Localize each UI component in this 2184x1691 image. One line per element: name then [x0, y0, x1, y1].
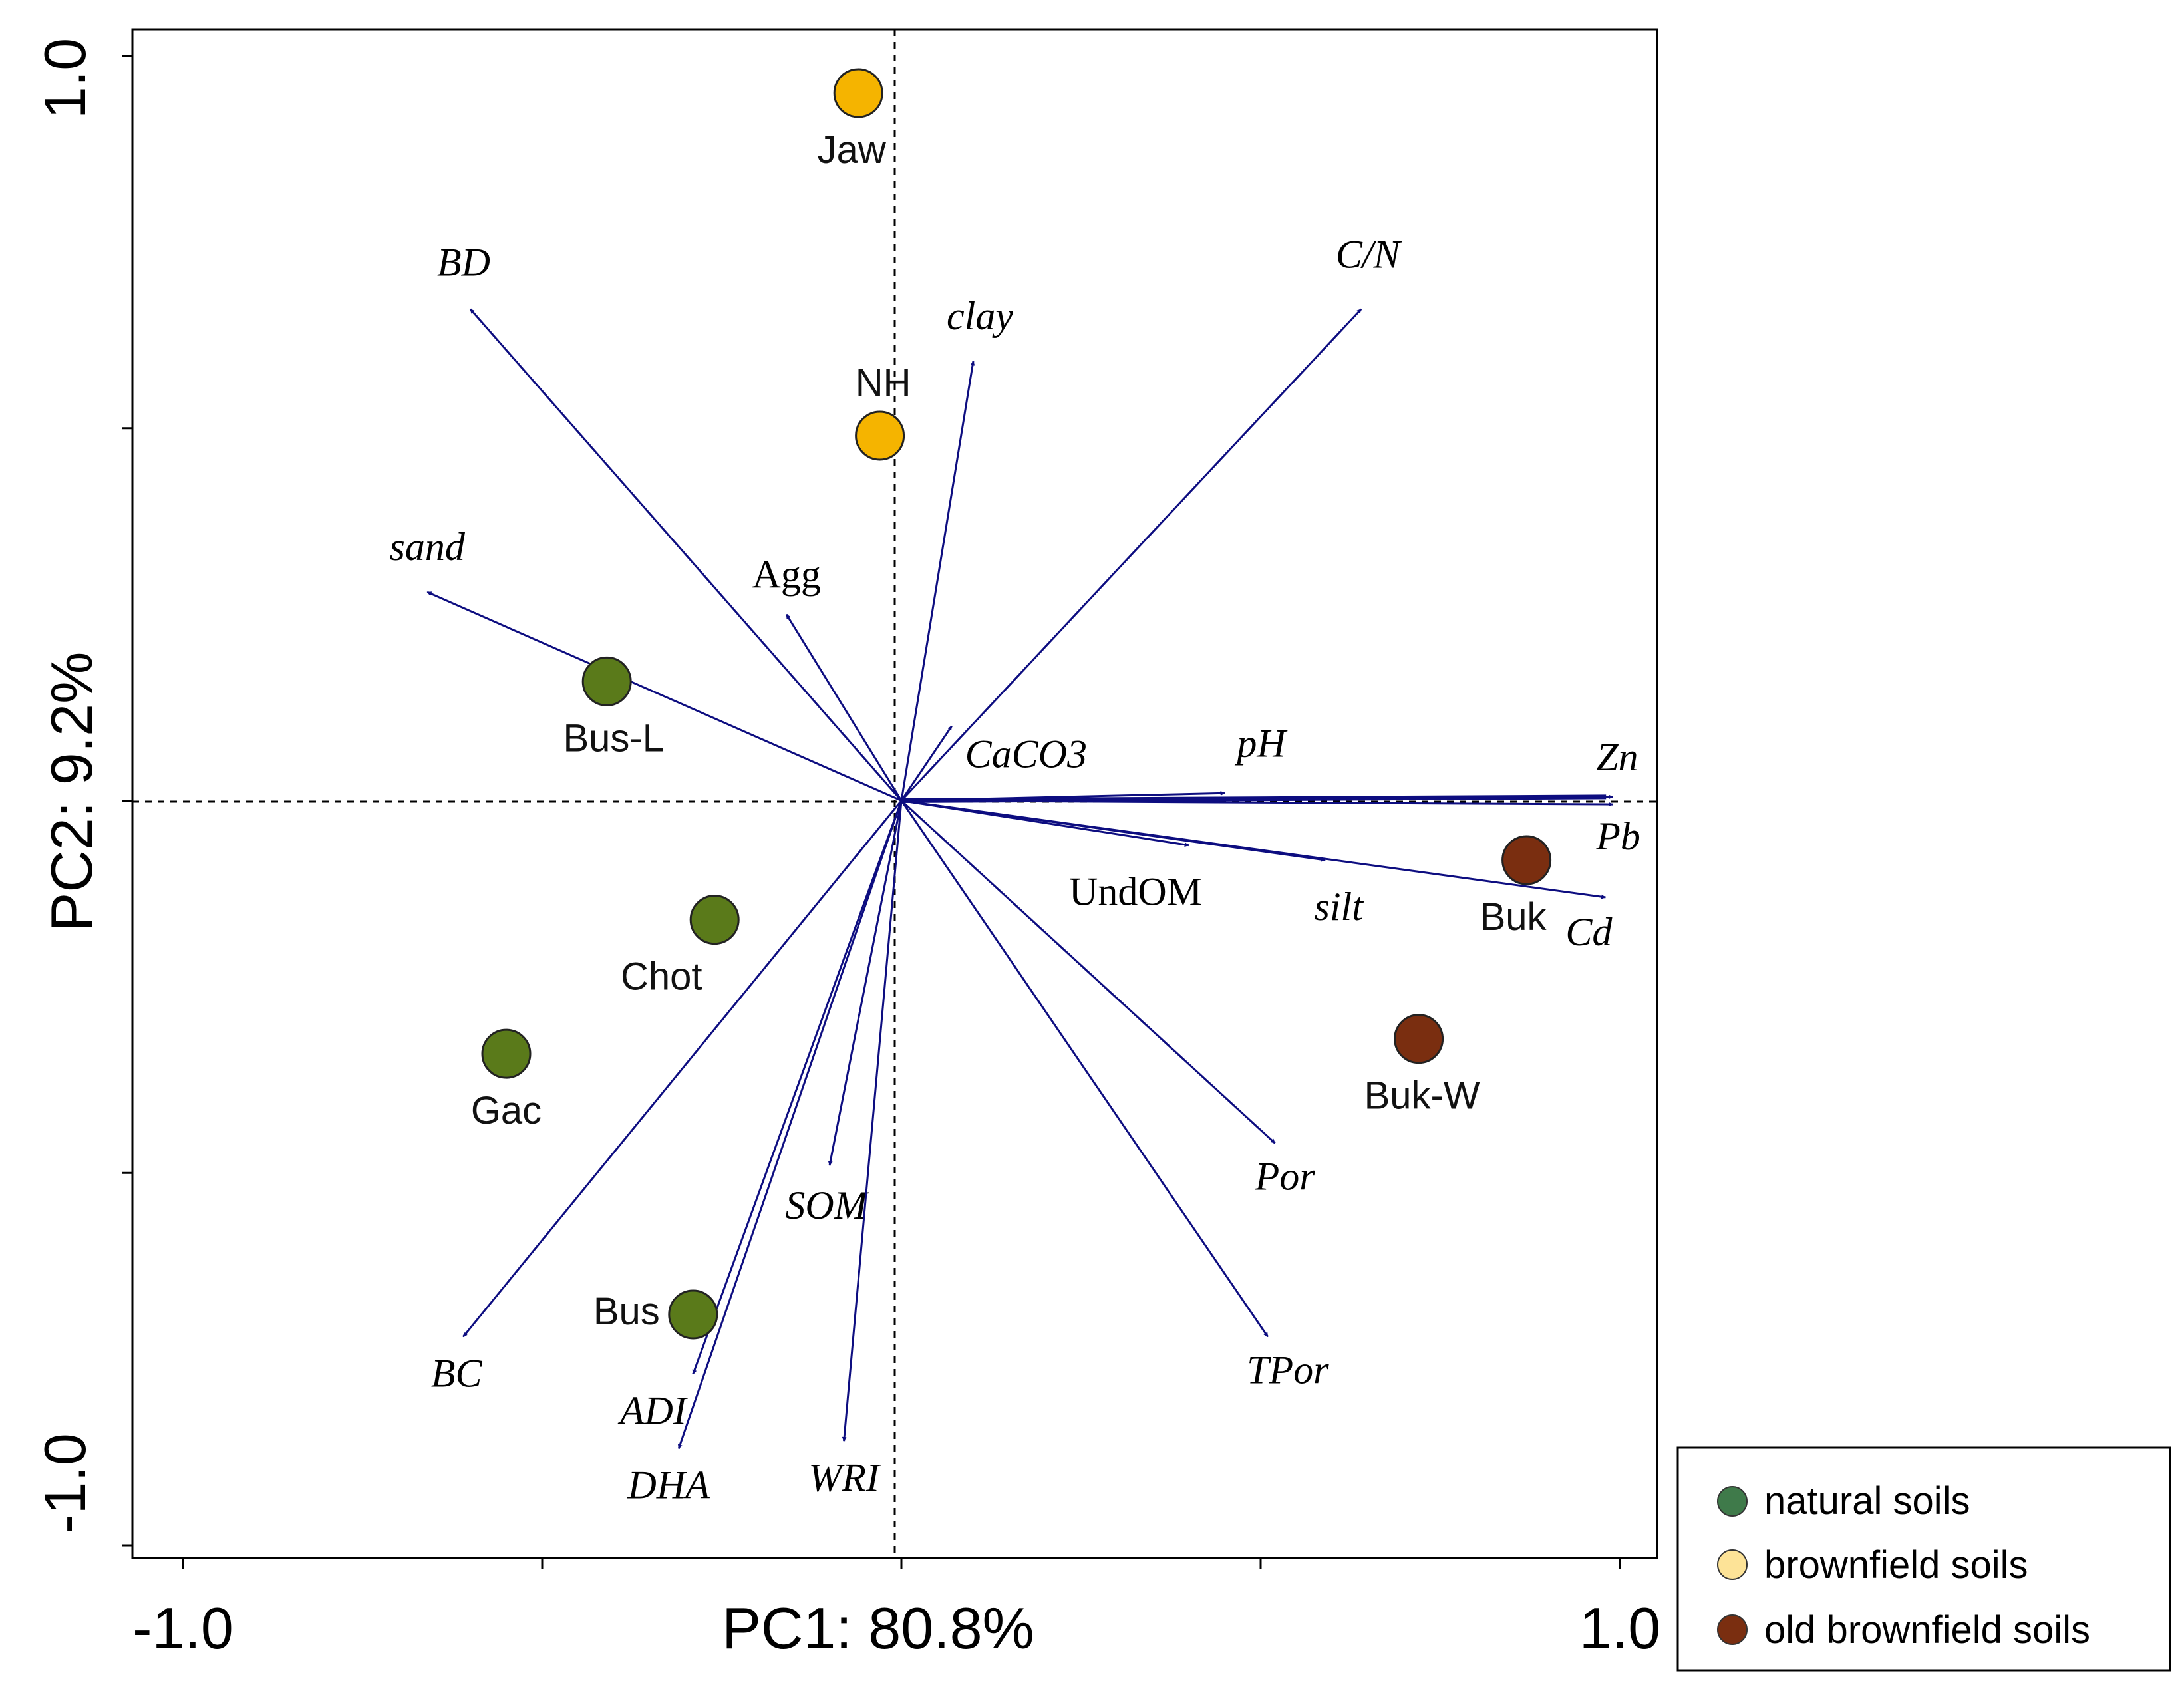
point-label-bus-l: Bus-L — [563, 716, 664, 760]
legend-label-brownfield: brownfield soils — [1764, 1543, 2028, 1587]
vector-label-c-n: C/N — [1336, 233, 1402, 277]
point-label-buk-w: Buk-W — [1364, 1074, 1480, 1118]
vector-clay — [900, 361, 975, 801]
legend: natural soils brownfield soils old brown… — [1676, 1446, 2171, 1672]
point-label-nh: NH — [856, 361, 911, 404]
vector-som — [828, 800, 903, 1166]
legend-swatch-brownfield — [1717, 1549, 1748, 1580]
vector-cd — [901, 800, 1607, 899]
y-tick-label-min: -1.0 — [32, 1433, 98, 1534]
point-chot — [689, 895, 740, 945]
point-bus-l — [581, 656, 632, 706]
y-tick-label-max: 1.0 — [32, 38, 98, 119]
vector-label-adi: ADI — [617, 1389, 689, 1433]
point-bus — [668, 1289, 718, 1340]
legend-label-old-brownfield: old brownfield soils — [1764, 1609, 2090, 1652]
vector-label-tpor: TPor — [1247, 1348, 1329, 1392]
y-axis-title: PC2: 9.2% — [39, 652, 104, 932]
vector-label-sand: sand — [390, 525, 466, 569]
vector-label-dha: DHA — [627, 1463, 710, 1507]
vector-c-n — [900, 308, 1362, 802]
vector-caco3 — [900, 725, 953, 802]
vector-bc — [462, 800, 903, 1338]
vector-wri — [842, 800, 903, 1442]
vector-label-caco3: CaCO3 — [965, 732, 1087, 776]
vector-por — [900, 800, 1276, 1144]
vector-label-silt: silt — [1315, 885, 1364, 929]
point-label-buk: Buk — [1480, 895, 1547, 939]
vector-tpor — [900, 800, 1269, 1338]
sample-points: Bus-L Chot Gac Bus Jaw NH Buk Buk-W — [471, 68, 1552, 1340]
point-gac — [481, 1028, 532, 1079]
vector-label-zn: Zn — [1596, 735, 1638, 779]
vector-label-bc: BC — [431, 1352, 483, 1396]
loading-vectors: BD C/N clay sand Agg CaCO3 pH Zn Pb UndOM silt Cd Po… — [390, 233, 1640, 1507]
vector-adi — [692, 800, 903, 1375]
vector-label-pb: Pb — [1595, 814, 1640, 858]
vector-zn-emphasis — [901, 794, 1607, 803]
point-buk-w — [1394, 1014, 1444, 1064]
vector-dha — [677, 800, 903, 1450]
legend-box — [1676, 1446, 2171, 1672]
point-jaw — [833, 68, 883, 118]
vector-label-cd: Cd — [1565, 910, 1613, 954]
point-label-gac: Gac — [471, 1089, 542, 1132]
vector-label-por: Por — [1255, 1154, 1316, 1198]
axis-ticks — [122, 55, 1621, 1569]
legend-label-natural: natural soils — [1764, 1479, 1970, 1523]
x-tick-label-max: 1.0 — [1579, 1595, 1660, 1661]
vector-label-som: SOM — [785, 1183, 869, 1227]
point-label-chot: Chot — [621, 955, 702, 999]
vector-agg — [785, 613, 903, 802]
vector-label-ph: pH — [1234, 721, 1288, 765]
vector-label-bd: BD — [437, 241, 490, 285]
point-buk — [1501, 835, 1552, 885]
vector-sand — [426, 591, 902, 802]
x-tick-label-min: -1.0 — [132, 1595, 234, 1661]
vector-label-wri: WRI — [808, 1456, 881, 1499]
x-axis-title: PC1: 80.8% — [722, 1595, 1034, 1661]
vector-label-undom: UndOM — [1069, 870, 1202, 914]
point-label-bus: Bus — [593, 1290, 660, 1333]
vector-label-agg: Agg — [752, 553, 821, 597]
vector-label-clay: clay — [947, 294, 1013, 338]
point-nh — [855, 410, 905, 461]
legend-swatch-natural — [1717, 1486, 1748, 1517]
point-label-jaw: Jaw — [818, 128, 887, 172]
vector-bd — [469, 308, 903, 802]
legend-swatch-old-brownfield — [1717, 1614, 1748, 1645]
